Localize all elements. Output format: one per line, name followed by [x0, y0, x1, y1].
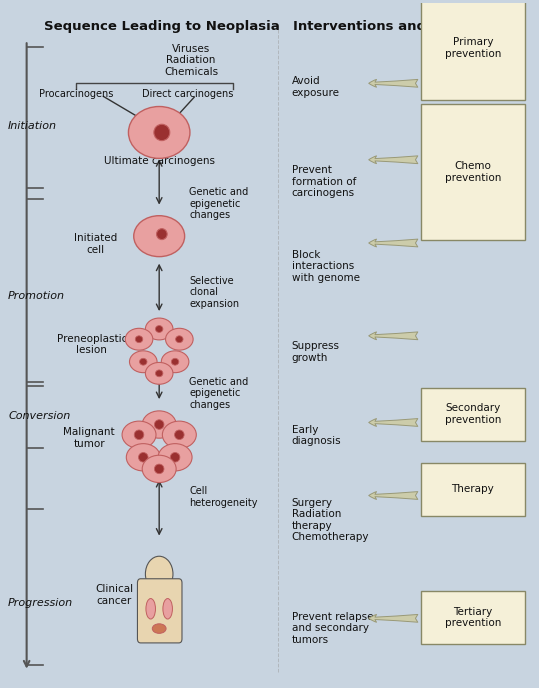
Ellipse shape: [134, 216, 185, 257]
Circle shape: [146, 556, 173, 592]
FancyBboxPatch shape: [420, 463, 525, 516]
Text: Surgery
Radiation
therapy
Chemotherapy: Surgery Radiation therapy Chemotherapy: [292, 497, 369, 542]
Text: Prevent relapse
and secondary
tumors: Prevent relapse and secondary tumors: [292, 612, 373, 645]
Text: Direct carcinogens: Direct carcinogens: [142, 89, 233, 99]
Text: Promotion: Promotion: [8, 291, 65, 301]
Ellipse shape: [122, 421, 156, 449]
Text: Initiated
cell: Initiated cell: [74, 233, 117, 255]
Text: Viruses
Radiation
Chemicals: Viruses Radiation Chemicals: [164, 44, 218, 77]
Text: Genetic and
epigenetic
changes: Genetic and epigenetic changes: [189, 377, 248, 410]
Ellipse shape: [155, 370, 163, 377]
Ellipse shape: [165, 328, 193, 350]
Ellipse shape: [171, 358, 179, 365]
FancyBboxPatch shape: [420, 591, 525, 644]
Ellipse shape: [154, 464, 164, 473]
Ellipse shape: [158, 444, 192, 471]
Ellipse shape: [153, 624, 166, 634]
Text: Ultimate carcinogens: Ultimate carcinogens: [103, 156, 215, 166]
Ellipse shape: [146, 318, 173, 340]
FancyBboxPatch shape: [420, 104, 525, 240]
Ellipse shape: [154, 125, 170, 140]
Ellipse shape: [126, 444, 160, 471]
Text: Block
interactions
with genome: Block interactions with genome: [292, 250, 360, 283]
Ellipse shape: [125, 328, 153, 350]
Text: Clinical
cancer: Clinical cancer: [95, 584, 133, 606]
Text: Conversion: Conversion: [8, 411, 70, 420]
Text: Therapy: Therapy: [452, 484, 494, 495]
Ellipse shape: [128, 107, 190, 158]
Text: Primary
prevention: Primary prevention: [445, 37, 501, 58]
Text: Genetic and
epigenetic
changes: Genetic and epigenetic changes: [189, 187, 248, 220]
Ellipse shape: [135, 336, 143, 343]
Text: Sequence Leading to Neoplasia: Sequence Leading to Neoplasia: [44, 20, 280, 33]
Text: Suppress
growth: Suppress growth: [292, 341, 340, 363]
Text: Procarcinogens: Procarcinogens: [39, 89, 113, 99]
Ellipse shape: [142, 411, 176, 438]
Ellipse shape: [142, 455, 176, 482]
Text: Malignant
tumor: Malignant tumor: [64, 427, 115, 449]
Ellipse shape: [175, 430, 184, 440]
FancyBboxPatch shape: [137, 579, 182, 643]
Text: Prevent
formation of
carcinogens: Prevent formation of carcinogens: [292, 165, 356, 198]
Ellipse shape: [146, 599, 155, 619]
Text: Early
diagnosis: Early diagnosis: [292, 424, 341, 446]
Ellipse shape: [170, 453, 180, 462]
Text: Chemo
prevention: Chemo prevention: [445, 161, 501, 183]
Text: Avoid
exposure: Avoid exposure: [292, 76, 340, 98]
Ellipse shape: [176, 336, 183, 343]
FancyBboxPatch shape: [420, 0, 525, 100]
Text: Cell
heterogeneity: Cell heterogeneity: [189, 486, 258, 508]
Ellipse shape: [134, 430, 144, 440]
Text: Initiation: Initiation: [8, 120, 57, 131]
Text: Selective
clonal
expansion: Selective clonal expansion: [189, 276, 239, 309]
Text: Secondary
prevention: Secondary prevention: [445, 403, 501, 425]
Ellipse shape: [162, 421, 196, 449]
Text: Interventions and Strategies: Interventions and Strategies: [293, 20, 508, 33]
Ellipse shape: [163, 599, 172, 619]
Ellipse shape: [154, 420, 164, 429]
Ellipse shape: [156, 228, 167, 239]
Ellipse shape: [140, 358, 147, 365]
Text: Preneoplastic
lesion: Preneoplastic lesion: [57, 334, 127, 356]
Ellipse shape: [155, 325, 163, 332]
Text: Tertiary
prevention: Tertiary prevention: [445, 607, 501, 628]
FancyBboxPatch shape: [420, 387, 525, 441]
Ellipse shape: [129, 351, 157, 373]
Ellipse shape: [146, 363, 173, 385]
Ellipse shape: [139, 453, 148, 462]
Text: Progression: Progression: [8, 599, 73, 608]
Ellipse shape: [161, 351, 189, 373]
